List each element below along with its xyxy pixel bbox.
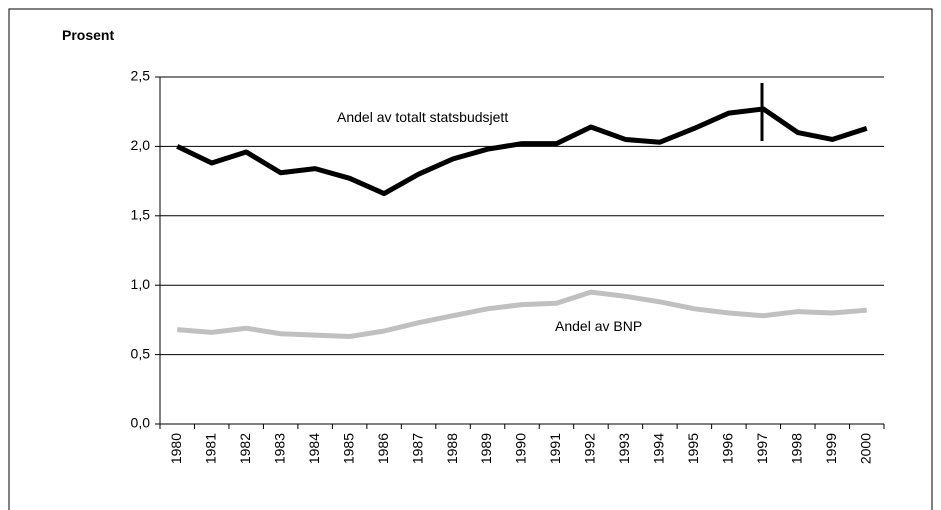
x-tick-label: 1991 bbox=[547, 433, 563, 464]
x-tick-label: 1993 bbox=[616, 433, 632, 464]
y-axis-label: Prosent bbox=[62, 27, 114, 43]
y-tick-label: 2,0 bbox=[131, 137, 151, 153]
y-tick-label: 0,5 bbox=[131, 345, 151, 361]
x-tick-label: 1990 bbox=[513, 433, 529, 464]
y-tick-label: 0,0 bbox=[131, 415, 151, 431]
x-tick-label: 1998 bbox=[789, 433, 805, 464]
y-tick-label: 1,0 bbox=[131, 276, 151, 292]
y-tick-label: 2,5 bbox=[131, 68, 151, 84]
line-series bbox=[177, 289, 867, 340]
x-tick-label: 1994 bbox=[651, 433, 667, 464]
frame bbox=[8, 8, 933, 510]
series-label: Andel av totalt statsbudsjett bbox=[337, 109, 508, 125]
x-tick-label: 1984 bbox=[306, 433, 322, 464]
x-tick-label: 1999 bbox=[823, 433, 839, 464]
x-tick-label: 1992 bbox=[582, 433, 598, 464]
x-tick-label: 1981 bbox=[202, 433, 218, 464]
x-tick-label: 1996 bbox=[720, 433, 736, 464]
series-label: Andel av BNP bbox=[555, 318, 642, 334]
x-tick-label: 2000 bbox=[857, 433, 873, 464]
x-tick-label: 1987 bbox=[409, 433, 425, 464]
y-tick-label: 1,5 bbox=[131, 207, 151, 223]
x-tick-label: 1982 bbox=[237, 433, 253, 464]
x-tick-label: 1983 bbox=[271, 433, 287, 464]
x-tick-label: 1997 bbox=[754, 433, 770, 464]
x-tick-label: 1995 bbox=[685, 433, 701, 464]
line-series bbox=[176, 106, 868, 197]
x-tick-label: 1985 bbox=[340, 433, 356, 464]
x-tick-label: 1989 bbox=[478, 433, 494, 464]
x-tick-label: 1986 bbox=[375, 433, 391, 464]
x-tick-label: 1980 bbox=[168, 433, 184, 464]
x-tick-label: 1988 bbox=[444, 433, 460, 464]
